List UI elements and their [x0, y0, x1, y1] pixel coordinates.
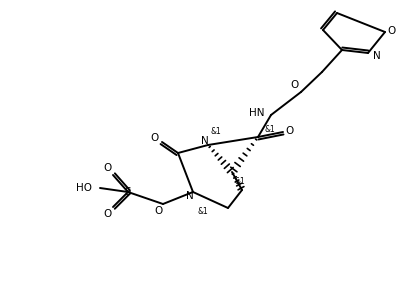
Text: &1: &1 — [211, 128, 221, 136]
Text: N: N — [186, 191, 194, 201]
Text: O: O — [151, 133, 159, 143]
Text: HO: HO — [76, 183, 92, 193]
Text: &1: &1 — [265, 125, 275, 134]
Text: O: O — [291, 80, 299, 90]
Text: S: S — [125, 187, 131, 197]
Text: O: O — [388, 26, 396, 36]
Text: O: O — [104, 209, 112, 219]
Text: O: O — [155, 206, 163, 216]
Text: &1: &1 — [198, 208, 208, 217]
Text: O: O — [286, 126, 294, 136]
Text: N: N — [201, 136, 209, 146]
Text: HN: HN — [249, 108, 265, 118]
Text: O: O — [104, 163, 112, 173]
Text: &1: &1 — [234, 178, 246, 187]
Text: N: N — [373, 51, 381, 61]
